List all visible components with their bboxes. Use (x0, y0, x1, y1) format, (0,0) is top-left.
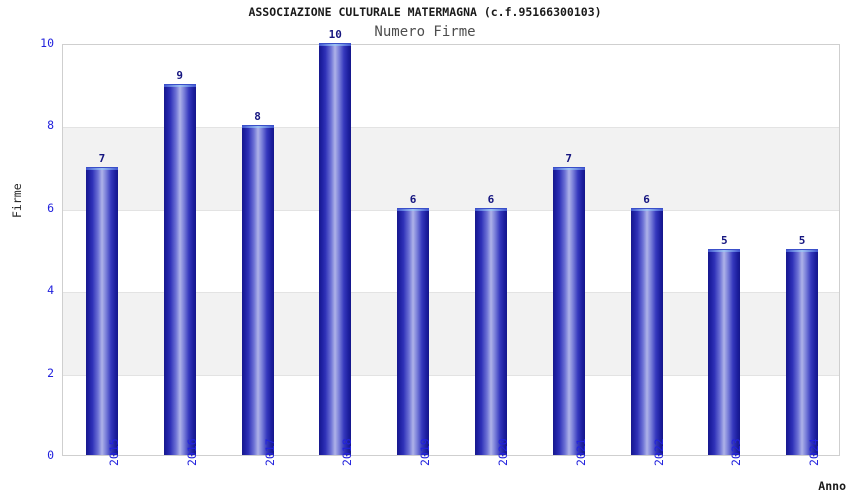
bar-value-label-2019: 6 (409, 192, 417, 206)
bar-2021[interactable] (552, 166, 585, 455)
x-tick-2016: 2016 (184, 438, 199, 466)
bars-layer: 7 9 8 10 6 6 7 6 5 5 (63, 28, 839, 455)
bar-cap-2023 (708, 249, 741, 252)
x-tick-2022: 2022 (651, 438, 666, 466)
y-tick-0: 0 (47, 448, 54, 462)
bar-2018[interactable] (319, 43, 352, 455)
y-tick-4: 4 (47, 283, 54, 298)
x-axis-title: Anno (818, 479, 846, 493)
chart-subtitle: Numero Firme (374, 24, 476, 40)
y-tick-2: 2 (47, 365, 54, 380)
bar-2016[interactable] (163, 84, 196, 455)
plot-area: 7 9 8 10 6 6 7 6 5 5 (62, 28, 840, 456)
bar-cap-2021 (552, 166, 585, 170)
bar-cap-2022 (630, 207, 663, 211)
bar-2017[interactable] (241, 125, 274, 455)
bar-value-label-2015: 7 (98, 151, 106, 165)
bar-cap-2020 (474, 207, 507, 211)
bar-value-label-2017: 8 (254, 110, 261, 124)
bar-2019[interactable] (397, 207, 430, 455)
bar-2023[interactable] (708, 249, 741, 455)
x-tick-2020: 2020 (495, 438, 510, 466)
bar-cap-2018 (319, 43, 352, 46)
y-tick-8: 8 (47, 118, 54, 133)
x-tick-2021: 2021 (573, 438, 588, 466)
bar-cap-2017 (241, 125, 274, 129)
bar-cap-2015 (85, 166, 118, 170)
bar-value-label-2020: 6 (487, 192, 495, 206)
y-tick-10: 10 (40, 36, 54, 50)
bar-2015[interactable] (85, 166, 118, 455)
bar-value-label-2024: 5 (798, 234, 806, 247)
gridline-8 (63, 127, 839, 129)
x-tick-2023: 2023 (729, 438, 744, 466)
bar-cap-2016 (163, 84, 196, 88)
bar-value-label-2016: 9 (176, 69, 183, 83)
bar-value-label-2018: 10 (328, 28, 342, 41)
y-axis-tick-labels: 0 2 4 6 8 10 (0, 37, 54, 461)
y-tick-6: 6 (47, 200, 54, 215)
gridline-4 (63, 292, 839, 294)
chart-title: ASSOCIAZIONE CULTURALE MATERMAGNA (c.f.9… (248, 5, 602, 19)
x-tick-2019: 2019 (418, 438, 433, 466)
bar-value-label-2022: 6 (643, 192, 650, 206)
bar-value-label-2021: 7 (565, 151, 572, 165)
x-tick-2024: 2024 (807, 438, 822, 466)
bar-value-label-2023: 5 (720, 234, 728, 247)
x-tick-2018: 2018 (340, 438, 355, 466)
bar-cap-2024 (786, 249, 819, 252)
bar-2020[interactable] (474, 207, 507, 455)
bar-2022[interactable] (630, 207, 663, 455)
x-tick-2015: 2015 (106, 438, 121, 466)
bar-2024[interactable] (786, 249, 819, 455)
gridline-2 (63, 374, 839, 376)
x-tick-2017: 2017 (262, 438, 277, 466)
gridline-6 (63, 209, 839, 211)
bar-cap-2019 (397, 207, 430, 211)
